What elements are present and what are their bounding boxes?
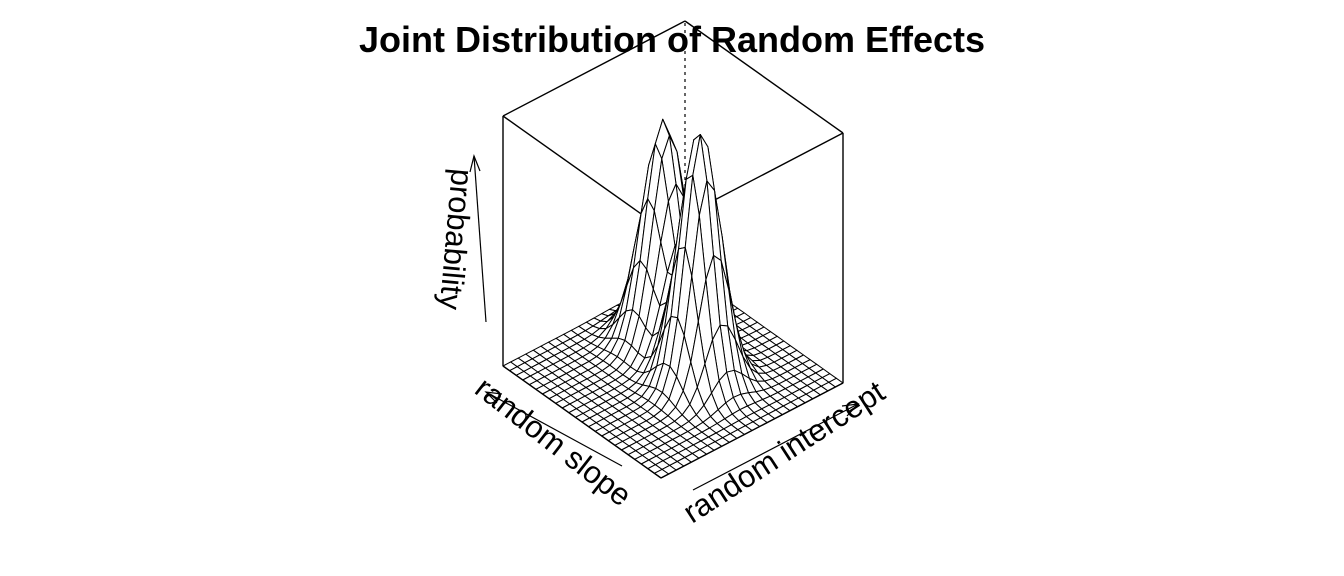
chart-title: Joint Distribution of Random Effects: [359, 19, 985, 60]
y-axis-arrowhead-icon: [484, 391, 503, 404]
box-edge-top-back-left: [502, 20, 686, 117]
box-edge-base-front-right: [660, 382, 844, 479]
box-edge-top-front-left: [502, 115, 662, 229]
y-axis-arrow: [485, 391, 623, 467]
z-axis-arrowhead-icon: [469, 154, 481, 173]
surface-mesh: [502, 118, 844, 479]
box-edge-base-front-left: [502, 365, 662, 479]
z-axis-label: probability: [433, 167, 480, 311]
box-front-edges: [502, 365, 844, 479]
box-edge-top-back-right: [684, 20, 844, 134]
x-axis-arrowhead-icon: [841, 403, 860, 417]
z-axis: probability: [433, 154, 487, 323]
z-axis-arrow: [473, 155, 487, 323]
x-axis-arrow: [692, 403, 859, 491]
